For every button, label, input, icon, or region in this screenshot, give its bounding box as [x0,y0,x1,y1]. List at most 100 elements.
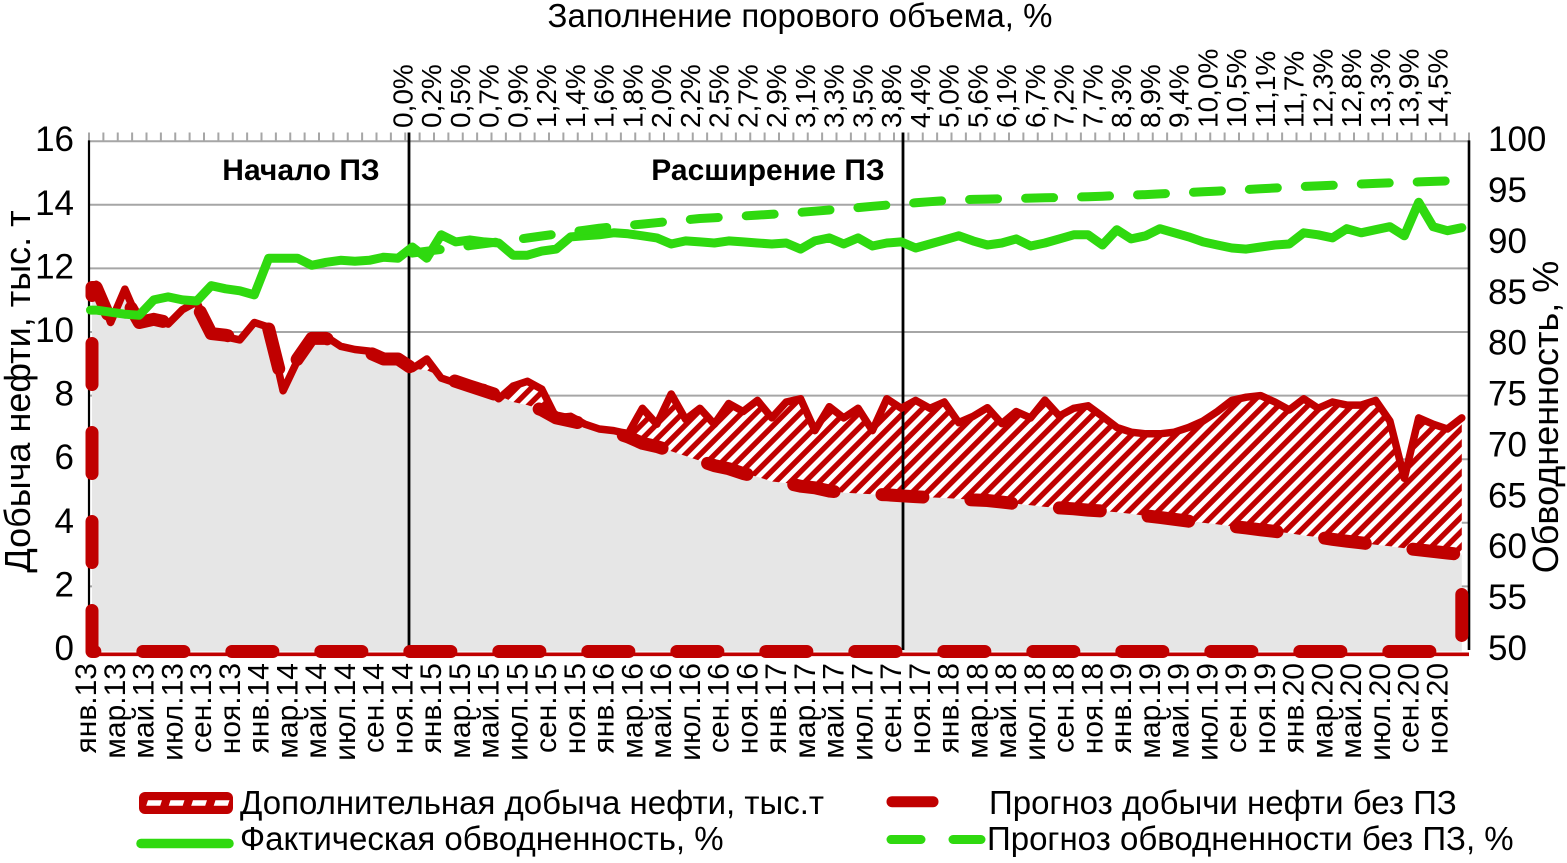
svg-text:май.14: май.14 [300,663,333,759]
svg-text:мар.19: мар.19 [1134,663,1167,759]
svg-text:2,0%: 2,0% [646,64,677,128]
svg-text:8,3%: 8,3% [1106,64,1137,128]
svg-text:2,2%: 2,2% [675,64,706,128]
svg-text:май.17: май.17 [818,663,851,759]
svg-text:85: 85 [1488,273,1527,312]
svg-text:10,5%: 10,5% [1221,49,1252,128]
svg-text:ноя.19: ноя.19 [1249,663,1282,754]
svg-text:янв.18: янв.18 [933,663,966,753]
svg-text:7,7%: 7,7% [1077,64,1108,128]
svg-text:ноя.18: ноя.18 [1076,663,1109,754]
svg-text:Обводненность, %: Обводненность, % [1525,261,1566,574]
svg-text:сен.20: сен.20 [1393,663,1426,753]
svg-text:мар.13: мар.13 [99,663,132,759]
svg-text:10,0%: 10,0% [1192,49,1223,128]
svg-text:0,0%: 0,0% [387,64,418,128]
svg-text:Добыча нефти, тыс. т: Добыча нефти, тыс. т [0,210,38,572]
svg-text:0,2%: 0,2% [416,64,447,128]
svg-text:май.19: май.19 [1163,663,1196,759]
svg-text:июл.18: июл.18 [1019,663,1052,761]
svg-text:100: 100 [1488,120,1546,159]
svg-text:80: 80 [1488,324,1527,363]
svg-text:6,7%: 6,7% [1020,64,1051,128]
svg-text:4: 4 [55,502,74,541]
svg-text:6,1%: 6,1% [991,64,1022,128]
svg-text:ноя.16: ноя.16 [731,663,764,754]
svg-text:сен.16: сен.16 [703,663,736,753]
svg-text:янв.15: янв.15 [415,663,448,753]
svg-text:ноя.14: ноя.14 [386,663,419,754]
svg-text:1,8%: 1,8% [617,64,648,128]
svg-text:май.15: май.15 [473,663,506,759]
svg-text:Прогноз обводненности без ПЗ,: Прогноз обводненности без ПЗ, % [987,820,1514,857]
svg-text:Прогноз добычи нефти без ПЗ: Прогноз добычи нефти без ПЗ [989,784,1457,821]
svg-text:9,4%: 9,4% [1164,64,1195,128]
svg-text:12,8%: 12,8% [1336,49,1367,128]
svg-text:ноя.17: ноя.17 [904,663,937,754]
svg-text:6: 6 [55,438,74,477]
svg-text:5,6%: 5,6% [962,64,993,128]
svg-text:июл.15: июл.15 [501,663,534,761]
svg-text:сен.17: сен.17 [875,663,908,753]
svg-text:60: 60 [1488,527,1527,566]
svg-text:10: 10 [35,311,74,350]
svg-text:16: 16 [35,120,74,159]
svg-text:12,3%: 12,3% [1307,49,1338,128]
svg-text:июл.17: июл.17 [846,663,879,761]
svg-text:8,9%: 8,9% [1135,64,1166,128]
svg-text:3,8%: 3,8% [876,64,907,128]
svg-text:мар.14: мар.14 [271,663,304,759]
svg-text:2: 2 [55,565,74,604]
svg-text:7,2%: 7,2% [1049,64,1080,128]
svg-text:5,0%: 5,0% [934,64,965,128]
svg-text:янв.17: янв.17 [760,663,793,753]
svg-text:май.20: май.20 [1335,663,1368,759]
svg-text:ноя.13: ноя.13 [214,663,247,754]
svg-text:4,4%: 4,4% [905,64,936,128]
svg-text:13,3%: 13,3% [1365,49,1396,128]
svg-text:0,9%: 0,9% [502,64,533,128]
svg-text:Заполнение порового объема, %: Заполнение порового объема, % [548,0,1053,34]
svg-text:8: 8 [55,375,74,414]
svg-text:янв.14: янв.14 [243,663,276,753]
svg-text:12: 12 [35,247,74,286]
svg-text:сен.19: сен.19 [1220,663,1253,753]
svg-text:Дополнительная добыча нефти, т: Дополнительная добыча нефти, тыс.т [240,784,824,821]
svg-text:Расширение ПЗ: Расширение ПЗ [651,154,884,187]
svg-text:ноя.15: ноя.15 [559,663,592,754]
svg-text:сен.14: сен.14 [358,663,391,753]
svg-text:1,4%: 1,4% [560,64,591,128]
svg-text:июл.14: июл.14 [329,663,362,761]
svg-text:мар.16: мар.16 [616,663,649,759]
svg-text:11,7%: 11,7% [1279,51,1310,128]
svg-text:0,7%: 0,7% [474,64,505,128]
svg-text:2,5%: 2,5% [704,64,735,128]
svg-text:70: 70 [1488,426,1527,465]
svg-text:2,7%: 2,7% [732,64,763,128]
svg-text:июл.19: июл.19 [1191,663,1224,761]
svg-text:мар.15: мар.15 [444,663,477,759]
svg-text:0: 0 [55,629,74,668]
svg-text:янв.16: янв.16 [588,663,621,753]
svg-text:май.13: май.13 [128,663,161,759]
svg-text:июл.13: июл.13 [156,663,189,761]
svg-text:13,9%: 13,9% [1394,49,1425,128]
svg-text:ноя.20: ноя.20 [1421,663,1454,754]
svg-text:65: 65 [1488,476,1527,515]
svg-text:75: 75 [1488,375,1527,414]
svg-text:май.16: май.16 [645,663,678,759]
svg-text:50: 50 [1488,629,1527,668]
svg-text:мар.20: мар.20 [1306,663,1339,759]
svg-text:янв.20: янв.20 [1278,663,1311,753]
svg-text:0,5%: 0,5% [445,64,476,128]
svg-text:сен.13: сен.13 [185,663,218,753]
svg-text:1,6%: 1,6% [589,64,620,128]
svg-text:сен.15: сен.15 [530,663,563,753]
svg-text:14: 14 [35,184,74,223]
svg-text:Начало ПЗ: Начало ПЗ [222,154,379,187]
svg-text:мар.17: мар.17 [789,663,822,759]
svg-text:3,1%: 3,1% [790,64,821,128]
svg-text:90: 90 [1488,222,1527,261]
svg-text:95: 95 [1488,171,1527,210]
svg-text:55: 55 [1488,578,1527,617]
